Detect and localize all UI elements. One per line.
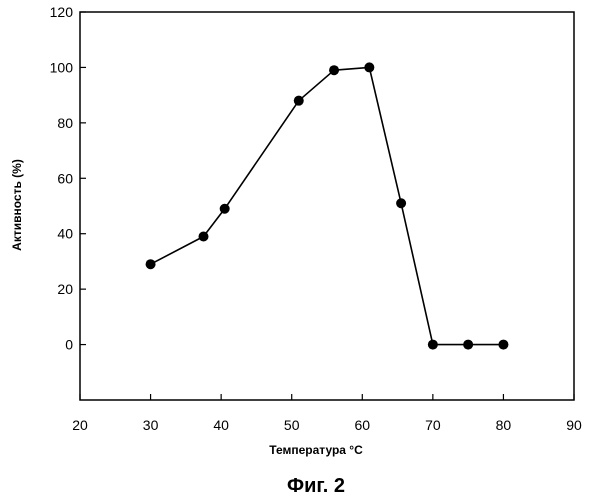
y-tick-label: 120	[50, 4, 74, 20]
x-tick-label: 40	[213, 417, 229, 433]
data-point	[220, 204, 230, 214]
y-axis-title: Активность (%)	[10, 159, 24, 251]
data-point	[364, 62, 374, 72]
x-tick-label: 50	[284, 417, 300, 433]
x-tick-label: 70	[425, 417, 441, 433]
x-tick-label: 60	[354, 417, 370, 433]
y-tick-label: 0	[65, 337, 73, 353]
x-tick-label: 20	[72, 417, 88, 433]
data-point	[146, 259, 156, 269]
series-layer	[146, 62, 509, 349]
data-point	[199, 231, 209, 241]
data-point	[396, 198, 406, 208]
figure-caption: Фиг. 2	[287, 475, 345, 497]
data-point	[463, 340, 473, 350]
data-point	[498, 340, 508, 350]
data-point	[428, 340, 438, 350]
y-tick-label: 80	[57, 115, 73, 131]
x-axis-title: Температура °С	[269, 443, 363, 457]
x-tick-label: 30	[143, 417, 159, 433]
y-tick-label: 60	[57, 170, 73, 186]
y-tick-label: 40	[57, 226, 73, 242]
y-tick-label: 20	[57, 281, 73, 297]
y-tick-label: 100	[50, 59, 74, 75]
x-tick-label: 90	[566, 417, 582, 433]
data-point	[294, 96, 304, 106]
series-line	[151, 67, 504, 344]
x-tick-label: 80	[496, 417, 512, 433]
data-point	[329, 65, 339, 75]
